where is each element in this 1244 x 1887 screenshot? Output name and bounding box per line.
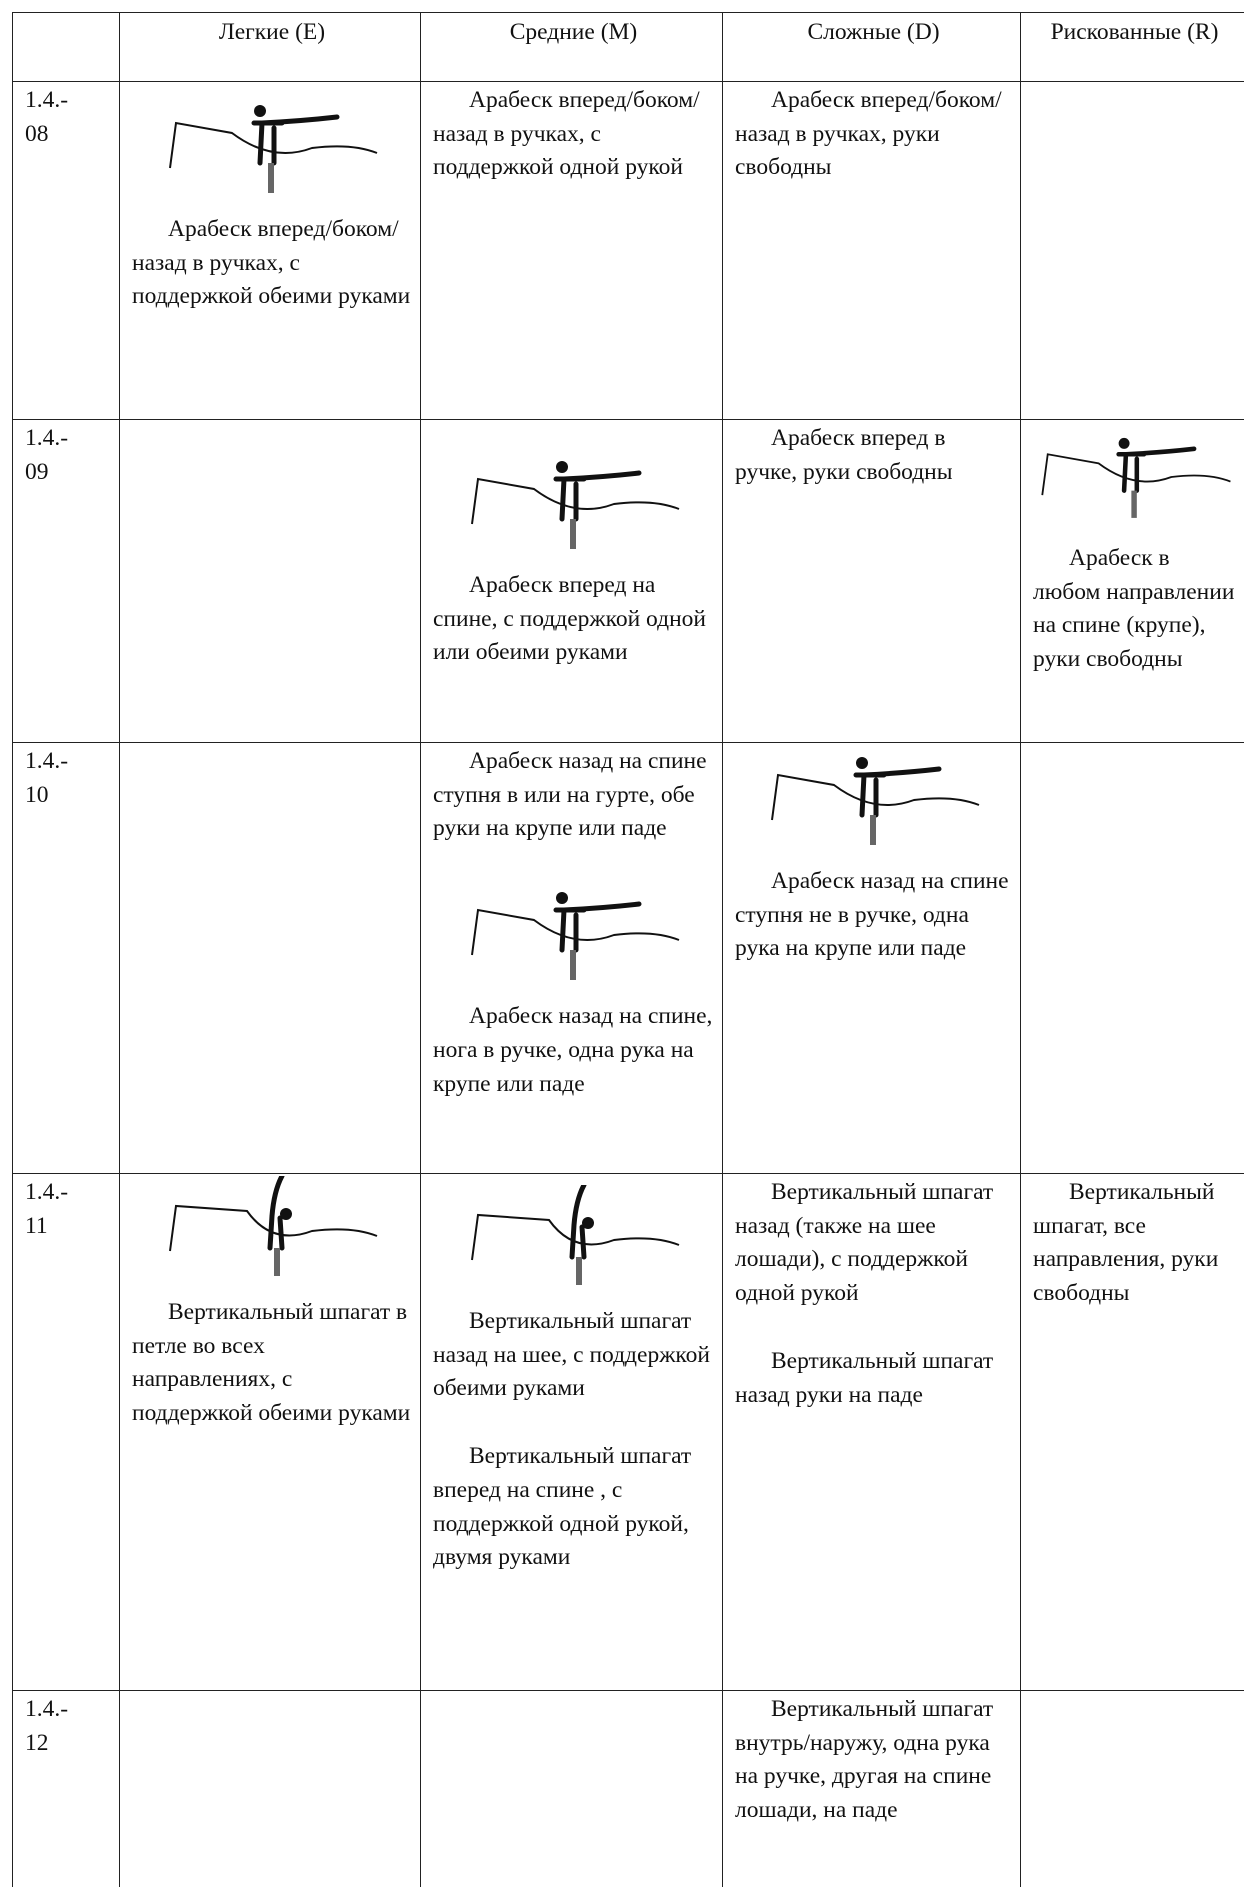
figure-icon	[464, 1185, 684, 1295]
rule	[1020, 12, 1021, 1887]
cell-text: Арабеск вперед/боком/назад в ручках, с п…	[433, 87, 700, 181]
cell: Арабеск вперед/боком/назад в ручках, рук…	[722, 81, 1020, 419]
cell-text: 1.4.-	[25, 425, 69, 451]
cell-text: Арабеск в любом направлении на спине (кр…	[1033, 545, 1235, 673]
cell	[119, 419, 420, 742]
cell: Арабеск вперед в ручке, руки свободны	[722, 419, 1020, 742]
header-cell: Сложные (D)	[807, 19, 940, 45]
figure-icon	[162, 1176, 382, 1286]
cell-text: 12	[25, 1729, 49, 1756]
rule	[722, 12, 723, 1887]
cell-text: 10	[25, 781, 49, 808]
figure-icon	[1035, 422, 1235, 532]
figure-icon	[764, 745, 984, 855]
header-cell: Рискованные (R)	[1050, 19, 1219, 45]
cell	[12, 12, 119, 81]
cell: Арабеск вперед/боком/назад в ручках, с п…	[420, 81, 722, 419]
rule	[12, 419, 1244, 420]
cell: Арабеск в любом направлении на спине (кр…	[1020, 419, 1244, 742]
cell-text: 11	[25, 1212, 48, 1239]
cell: 1.4.- 12	[12, 1690, 119, 1887]
figure-icon	[464, 449, 684, 559]
figure-icon	[162, 93, 382, 203]
rule	[12, 12, 1244, 13]
cell-text: Арабеск назад на спине, нога в ручке, од…	[433, 1003, 713, 1097]
cell-text: 1.4.-	[25, 748, 69, 774]
cell-text: Арабеск назад на спине ступня в или на г…	[433, 748, 707, 842]
cell-text: Вертикальный шпагат назад руки на паде	[735, 1347, 994, 1408]
cell	[119, 1690, 420, 1887]
cell	[420, 1690, 722, 1887]
figure-icon	[464, 880, 684, 990]
cell-text: 1.4.-	[25, 1179, 69, 1205]
header-cell: Средние (M)	[509, 19, 638, 45]
cell: 1.4.- 08	[12, 81, 119, 419]
rule	[12, 81, 1244, 82]
header-cell: Легкие (E)	[218, 19, 326, 45]
cell	[119, 742, 420, 1173]
cell-text: Вертикальный шпагат назад на шее, с подд…	[433, 1308, 710, 1402]
cell: Вертикальный шпагат в петле во всех напр…	[119, 1173, 420, 1690]
cell	[1020, 742, 1244, 1173]
cell: Средние (M)	[420, 12, 722, 81]
rule	[12, 742, 1244, 743]
cell-text: 08	[25, 120, 49, 147]
cell: Арабеск вперед на спине, с поддержкой од…	[420, 419, 722, 742]
cell-text: 1.4.-	[25, 87, 69, 113]
cell: Арабеск назад на спине ступня в или на г…	[420, 742, 722, 1173]
cell-text: Вертикальный шпагат внутрь/наружу, одна …	[735, 1696, 994, 1824]
cell	[1020, 1690, 1244, 1887]
rule	[119, 12, 120, 1887]
cell-text: Вертикальный шпагат назад (также на шее …	[735, 1179, 994, 1307]
cell: Рискованные (R)	[1020, 12, 1244, 81]
rule	[12, 12, 13, 1887]
cell-text: 09	[25, 458, 49, 485]
cell: Легкие (E)	[119, 12, 420, 81]
cell: Вертикальный шпагат внутрь/наружу, одна …	[722, 1690, 1020, 1887]
cell	[1020, 81, 1244, 419]
rule	[420, 12, 421, 1887]
cell: 1.4.- 11	[12, 1173, 119, 1690]
cell-text: 1.4.-	[25, 1696, 69, 1722]
cell: Вертикальный шпагат назад на шее, с подд…	[420, 1173, 722, 1690]
cell-text: Вертикальный шпагат вперед на спине , с …	[433, 1443, 692, 1571]
cell-text: Арабеск вперед/боком/назад в ручках, с п…	[132, 216, 411, 310]
cell: Арабеск вперед/боком/назад в ручках, с п…	[119, 81, 420, 419]
rule	[12, 1173, 1244, 1174]
cell-text: Арабеск назад на спине ступня не в ручке…	[735, 868, 1009, 962]
cell-text: Арабеск вперед/боком/назад в ручках, рук…	[735, 87, 1002, 181]
cell-text: Вертикальный шпагат в петле во всех напр…	[132, 1299, 411, 1427]
cell-text: Арабеск вперед в ручке, руки свободны	[735, 425, 953, 485]
cell: Вертикальный шпагат назад (также на шее …	[722, 1173, 1020, 1690]
cell-text: Арабеск вперед на спине, с поддержкой од…	[433, 572, 706, 666]
cell: Вертикальный шпагат, все направления, ру…	[1020, 1173, 1244, 1690]
cell: 1.4.- 10	[12, 742, 119, 1173]
cell: Сложные (D)	[722, 12, 1020, 81]
rule	[12, 1690, 1244, 1691]
cell-text: Вертикальный шпагат, все направления, ру…	[1033, 1179, 1219, 1307]
cell: Арабеск назад на спине ступня не в ручке…	[722, 742, 1020, 1173]
cell: 1.4.- 09	[12, 419, 119, 742]
